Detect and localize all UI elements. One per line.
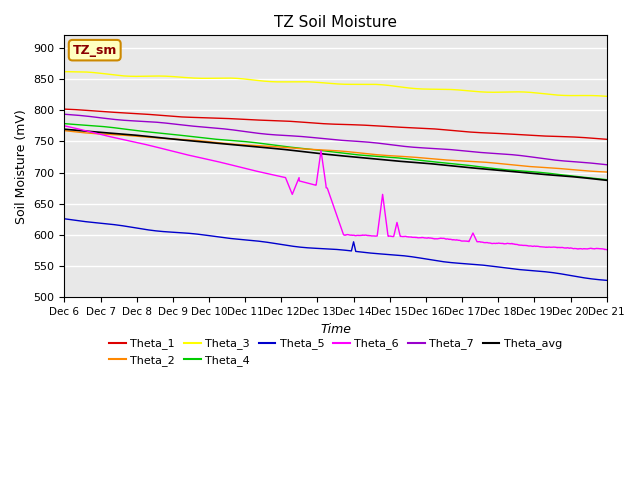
Theta_4 — [310, 147, 317, 153]
Theta_7 — [488, 150, 495, 156]
Theta_avg — [61, 126, 68, 132]
Theta_1 — [603, 136, 611, 142]
Line: Theta_6: Theta_6 — [65, 126, 607, 250]
Line: Theta_5: Theta_5 — [65, 219, 607, 280]
Line: Theta_4: Theta_4 — [65, 124, 607, 180]
Theta_avg — [587, 176, 595, 181]
Theta_6 — [61, 123, 68, 129]
Theta_3 — [488, 89, 495, 95]
Theta_6 — [324, 188, 332, 193]
Theta_2 — [488, 160, 495, 166]
Theta_1 — [324, 121, 332, 127]
Theta_3 — [587, 93, 595, 98]
Theta_avg — [603, 178, 611, 183]
Theta_5 — [603, 277, 611, 283]
Theta_5 — [324, 246, 332, 252]
Theta_5 — [61, 216, 68, 222]
Theta_7 — [88, 114, 96, 120]
Theta_4 — [587, 175, 595, 181]
Line: Theta_7: Theta_7 — [65, 114, 607, 165]
Theta_4 — [488, 165, 495, 171]
Y-axis label: Soil Moisture (mV): Soil Moisture (mV) — [15, 109, 28, 224]
Theta_7 — [310, 135, 317, 141]
Theta_5 — [587, 276, 595, 282]
Theta_4 — [88, 123, 96, 129]
Theta_3 — [310, 79, 317, 85]
Theta_6 — [88, 130, 96, 135]
Theta_avg — [324, 152, 332, 157]
Theta_2 — [88, 131, 96, 136]
Theta_2 — [310, 146, 317, 152]
Theta_1 — [488, 130, 495, 136]
Theta_5 — [88, 219, 96, 225]
Theta_2 — [324, 147, 332, 153]
Theta_1 — [587, 135, 595, 141]
X-axis label: Time: Time — [320, 323, 351, 336]
Theta_3 — [61, 69, 68, 74]
Theta_1 — [310, 120, 317, 126]
Line: Theta_1: Theta_1 — [65, 109, 607, 139]
Line: Theta_avg: Theta_avg — [65, 129, 607, 180]
Theta_7 — [61, 111, 68, 117]
Line: Theta_3: Theta_3 — [65, 72, 607, 96]
Theta_6 — [587, 245, 595, 251]
Theta_2 — [61, 128, 68, 133]
Theta_1 — [88, 108, 96, 114]
Theta_5 — [488, 263, 495, 269]
Text: TZ_sm: TZ_sm — [72, 44, 117, 57]
Theta_3 — [603, 94, 611, 99]
Theta_7 — [587, 160, 595, 166]
Theta_4 — [324, 148, 332, 154]
Theta_7 — [587, 160, 595, 166]
Theta_5 — [310, 245, 317, 251]
Theta_2 — [603, 169, 611, 175]
Theta_6 — [587, 245, 595, 251]
Legend: Theta_1, Theta_2, Theta_3, Theta_4, Theta_5, Theta_6, Theta_7, Theta_avg: Theta_1, Theta_2, Theta_3, Theta_4, Thet… — [105, 334, 566, 370]
Theta_avg — [488, 167, 495, 172]
Theta_3 — [324, 80, 332, 86]
Theta_3 — [88, 70, 96, 75]
Theta_1 — [587, 135, 595, 141]
Theta_1 — [61, 106, 68, 112]
Theta_6 — [603, 247, 611, 252]
Theta_6 — [488, 240, 495, 246]
Theta_7 — [603, 162, 611, 168]
Theta_avg — [310, 150, 317, 156]
Theta_avg — [88, 129, 96, 134]
Theta_3 — [587, 93, 595, 98]
Theta_6 — [310, 182, 317, 188]
Theta_4 — [587, 175, 595, 181]
Line: Theta_2: Theta_2 — [65, 131, 607, 172]
Theta_5 — [587, 276, 595, 282]
Theta_avg — [587, 176, 595, 181]
Theta_7 — [324, 136, 332, 142]
Theta_2 — [587, 168, 595, 174]
Theta_4 — [603, 177, 611, 182]
Theta_2 — [587, 168, 595, 174]
Title: TZ Soil Moisture: TZ Soil Moisture — [274, 15, 397, 30]
Theta_4 — [61, 121, 68, 127]
